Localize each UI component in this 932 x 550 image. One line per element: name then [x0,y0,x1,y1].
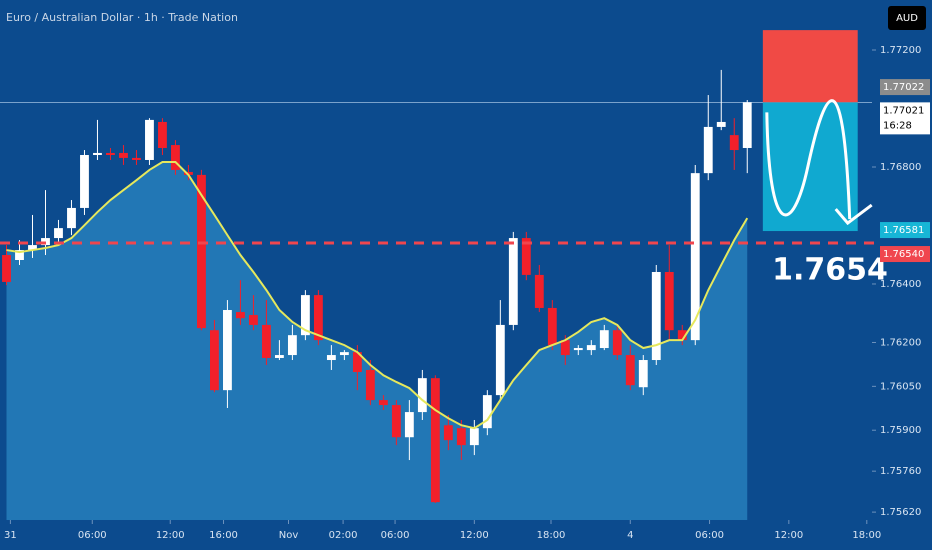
price-label-box [880,102,930,135]
position-target-zone [762,102,858,232]
x-tick-label: 18:00 [537,530,566,541]
plot [0,30,880,520]
candle-body [197,174,206,329]
candle-body [521,238,531,275]
candle-body [612,330,622,356]
candle-body [248,314,258,325]
candle-body [729,135,739,151]
candle-body [560,340,570,356]
candle-body [651,271,661,361]
candle-body [404,412,414,438]
candle-body [352,352,362,373]
candle-body [339,352,349,356]
candle-body [625,355,635,386]
price-label-box [880,222,930,239]
candle-body [391,405,401,438]
candle-body [274,355,284,358]
x-tick-label: 06:00 [78,530,107,541]
candle-body [742,102,752,148]
candle-body [300,295,310,336]
x-tick-label: 02:00 [329,530,358,541]
candle-body [15,250,24,260]
candle-body [378,400,388,406]
y-tick-label: 1.75620 [880,507,921,518]
forecast-arrow [765,99,852,220]
candle-body [482,395,492,429]
price-label: 1.77022 [883,82,924,93]
candle-body [67,207,76,229]
position-stop-zone [762,30,858,103]
candle-body [495,324,505,396]
candle-body [716,121,726,127]
x-tick-label: 31 [4,530,17,541]
price-label: 1.77021 [883,105,924,116]
candle-body [508,238,518,325]
candle-body [235,312,245,319]
x-tick-label: 12:00 [156,530,185,541]
y-tick-label: 1.77200 [880,45,921,56]
candle-body [365,369,375,401]
price-label-box [880,79,930,96]
candle-body [638,360,648,388]
candle-body [599,330,609,349]
candle-body [54,228,63,239]
candle-body [547,307,557,346]
candle-body [119,152,128,158]
candle-body [573,348,583,351]
x-tick-label: 12:00 [460,530,489,541]
x-tick-label: 12:00 [774,530,803,541]
x-tick-label: 06:00 [695,530,724,541]
candle-body [586,345,596,351]
candle-body [456,428,466,446]
price-countdown: 16:28 [883,120,912,131]
y-tick-label: 1.76800 [880,162,921,173]
price-label: 1.76540 [883,249,924,260]
y-tick-label: 1.76400 [880,279,921,290]
y-tick-label: 1.76200 [880,337,921,348]
chart-title: Euro / Australian Dollar · 1h · Trade Na… [6,11,238,24]
candle-body [534,274,544,308]
ma-area [6,162,748,520]
candle-body [430,378,440,503]
candle-body [2,255,11,282]
candle-body [106,152,115,156]
candle-body [223,310,232,391]
x-tick-label: 06:00 [381,530,410,541]
candle-body [326,355,336,361]
x-tick-label: 18:00 [852,530,881,541]
candle-body [145,119,154,160]
candle-body [184,171,193,175]
x-tick-label: 4 [627,530,633,541]
candle-body [287,335,297,356]
candle-body [469,428,479,446]
candle-body [93,152,102,156]
candle-body [261,324,271,358]
candle-body [171,145,180,170]
currency-button-label[interactable]: AUD [896,13,918,24]
currency-button[interactable] [888,6,926,30]
candle-body [690,173,700,341]
candle-body [703,126,713,174]
y-tick-label: 1.75760 [880,466,921,477]
price-label-box [880,246,930,263]
moving-average-line [6,161,749,430]
x-tick-label: 16:00 [209,530,238,541]
candle-body [443,425,453,441]
candle-body [313,295,323,341]
candle-body [132,157,141,160]
y-tick-label: 1.75900 [880,425,921,436]
forecast-arrow-head [834,203,873,226]
y-tick-label: 1.76050 [880,381,921,392]
candle-body [677,330,687,341]
candle-body [80,155,89,208]
candle-body [417,378,427,413]
candle-body [28,245,37,251]
level-annotation: 1.7654 [772,253,888,288]
candle-body [664,271,674,331]
x-tick-label: Nov [279,530,299,541]
candle-body [158,121,167,148]
candle-body [210,330,219,391]
price-label: 1.76581 [883,225,924,236]
